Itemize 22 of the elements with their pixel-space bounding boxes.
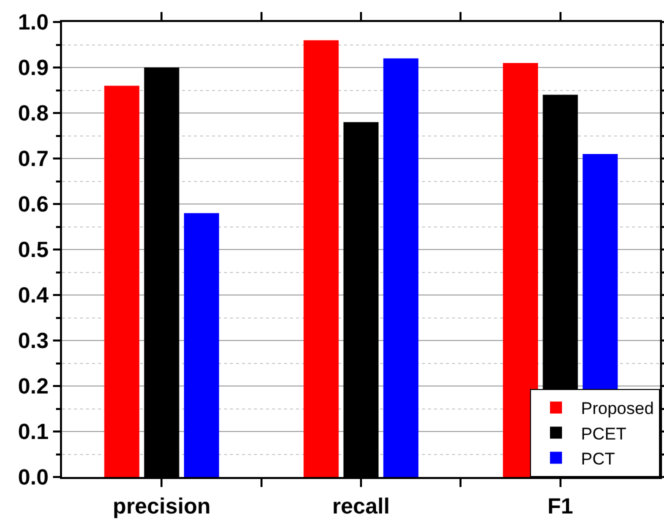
bar	[383, 58, 418, 477]
y-tick-label: 0.3	[18, 328, 49, 354]
x-tick-label: recall	[332, 493, 390, 518]
x-tick-label: F1	[547, 493, 574, 518]
bar	[104, 86, 140, 477]
y-tick-label: 0.1	[18, 419, 49, 444]
y-tick-label: 0.4	[18, 282, 50, 308]
y-tick-label: 0.0	[18, 464, 49, 490]
legend-label: PCET	[581, 424, 626, 444]
bar	[184, 213, 220, 477]
y-tick-label: 0.7	[18, 146, 49, 172]
y-tick-label: 0.5	[18, 237, 49, 262]
bar	[502, 62, 538, 477]
y-tick-label: 0.6	[18, 192, 49, 217]
y-tick-label: 0.8	[18, 100, 49, 126]
x-tick-label: precision	[112, 493, 211, 518]
legend-label: PCT	[581, 449, 615, 468]
bar	[304, 40, 339, 477]
y-tick-label: 0.2	[18, 374, 49, 399]
y-tick-label: 0.9	[18, 55, 49, 80]
y-tick-label: 1.0	[18, 10, 49, 35]
legend-label: Proposed	[581, 399, 654, 418]
